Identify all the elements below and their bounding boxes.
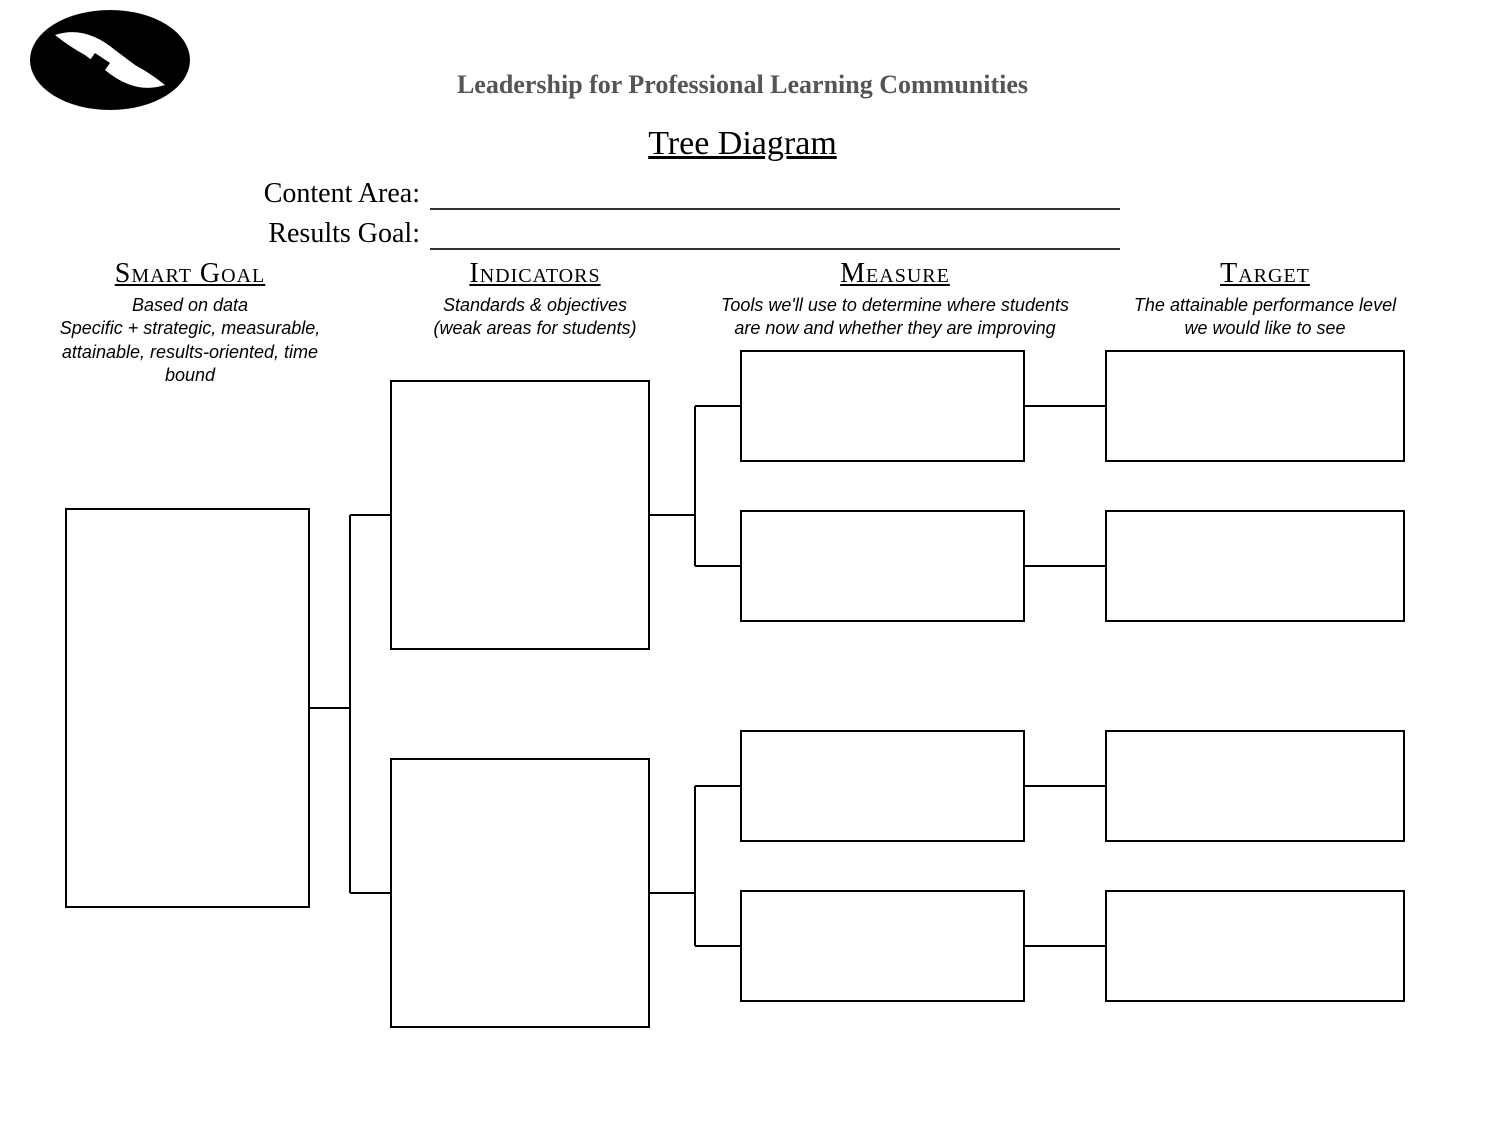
col-title-measure: Measure xyxy=(715,258,1075,290)
tree-diagram xyxy=(50,350,1435,1110)
column-header-target: Target The attainable performance level … xyxy=(1120,258,1410,341)
logo xyxy=(25,5,195,120)
page-subtitle: Tree Diagram xyxy=(50,125,1435,163)
tree-box-meas4[interactable] xyxy=(740,890,1025,1002)
content-area-row: Content Area: xyxy=(50,178,1435,210)
tree-box-ind2[interactable] xyxy=(390,758,650,1028)
results-goal-row: Results Goal: xyxy=(50,218,1435,250)
col-desc-target: The attainable performance level we woul… xyxy=(1120,294,1410,341)
tree-box-targ4[interactable] xyxy=(1105,890,1405,1002)
content-area-label: Content Area: xyxy=(50,178,430,210)
col-title-smart: Smart Goal xyxy=(50,258,330,290)
content-area-input-line[interactable] xyxy=(430,182,1120,210)
tree-box-ind1[interactable] xyxy=(390,380,650,650)
column-header-measure: Measure Tools we'll use to determine whe… xyxy=(715,258,1075,341)
page-header-title: Leadership for Professional Learning Com… xyxy=(50,70,1435,100)
tree-box-targ2[interactable] xyxy=(1105,510,1405,622)
tree-box-meas3[interactable] xyxy=(740,730,1025,842)
col-desc-indicators: Standards & objectives(weak areas for st… xyxy=(405,294,665,341)
column-header-indicators: Indicators Standards & objectives(weak a… xyxy=(405,258,665,341)
tree-box-meas2[interactable] xyxy=(740,510,1025,622)
col-desc-measure: Tools we'll use to determine where stude… xyxy=(715,294,1075,341)
results-goal-label: Results Goal: xyxy=(50,218,430,250)
tree-box-targ1[interactable] xyxy=(1105,350,1405,462)
results-goal-input-line[interactable] xyxy=(430,222,1120,250)
col-title-indicators: Indicators xyxy=(405,258,665,290)
col-title-target: Target xyxy=(1120,258,1410,290)
tree-box-smart[interactable] xyxy=(65,508,310,908)
tree-box-targ3[interactable] xyxy=(1105,730,1405,842)
tree-box-meas1[interactable] xyxy=(740,350,1025,462)
